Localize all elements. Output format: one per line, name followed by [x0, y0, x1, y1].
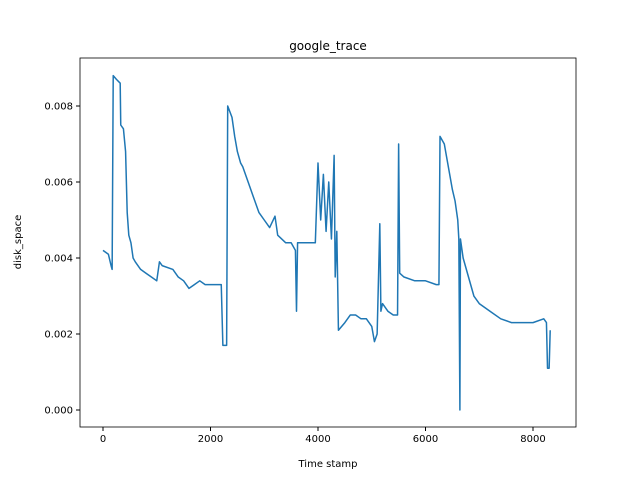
y-axis-label: disk_space [13, 215, 24, 269]
x-tick-label: 0 [100, 434, 106, 445]
y-tick-label: 0.008 [44, 101, 73, 112]
x-tick-label: 8000 [520, 434, 545, 445]
plot-frame [79, 57, 577, 428]
data-line [102, 74, 551, 411]
y-tick-label: 0.004 [44, 254, 73, 265]
x-tick-label: 4000 [305, 434, 330, 445]
y-tick-label: 0.002 [44, 330, 73, 341]
y-tick-label: 0.006 [44, 178, 73, 189]
chart-title: google_trace [289, 39, 367, 53]
x-axis-label: Time stamp [298, 459, 358, 470]
x-tick-label: 2000 [198, 434, 223, 445]
x-tick-label: 6000 [413, 434, 438, 445]
y-tick-label: 0.000 [44, 406, 73, 417]
